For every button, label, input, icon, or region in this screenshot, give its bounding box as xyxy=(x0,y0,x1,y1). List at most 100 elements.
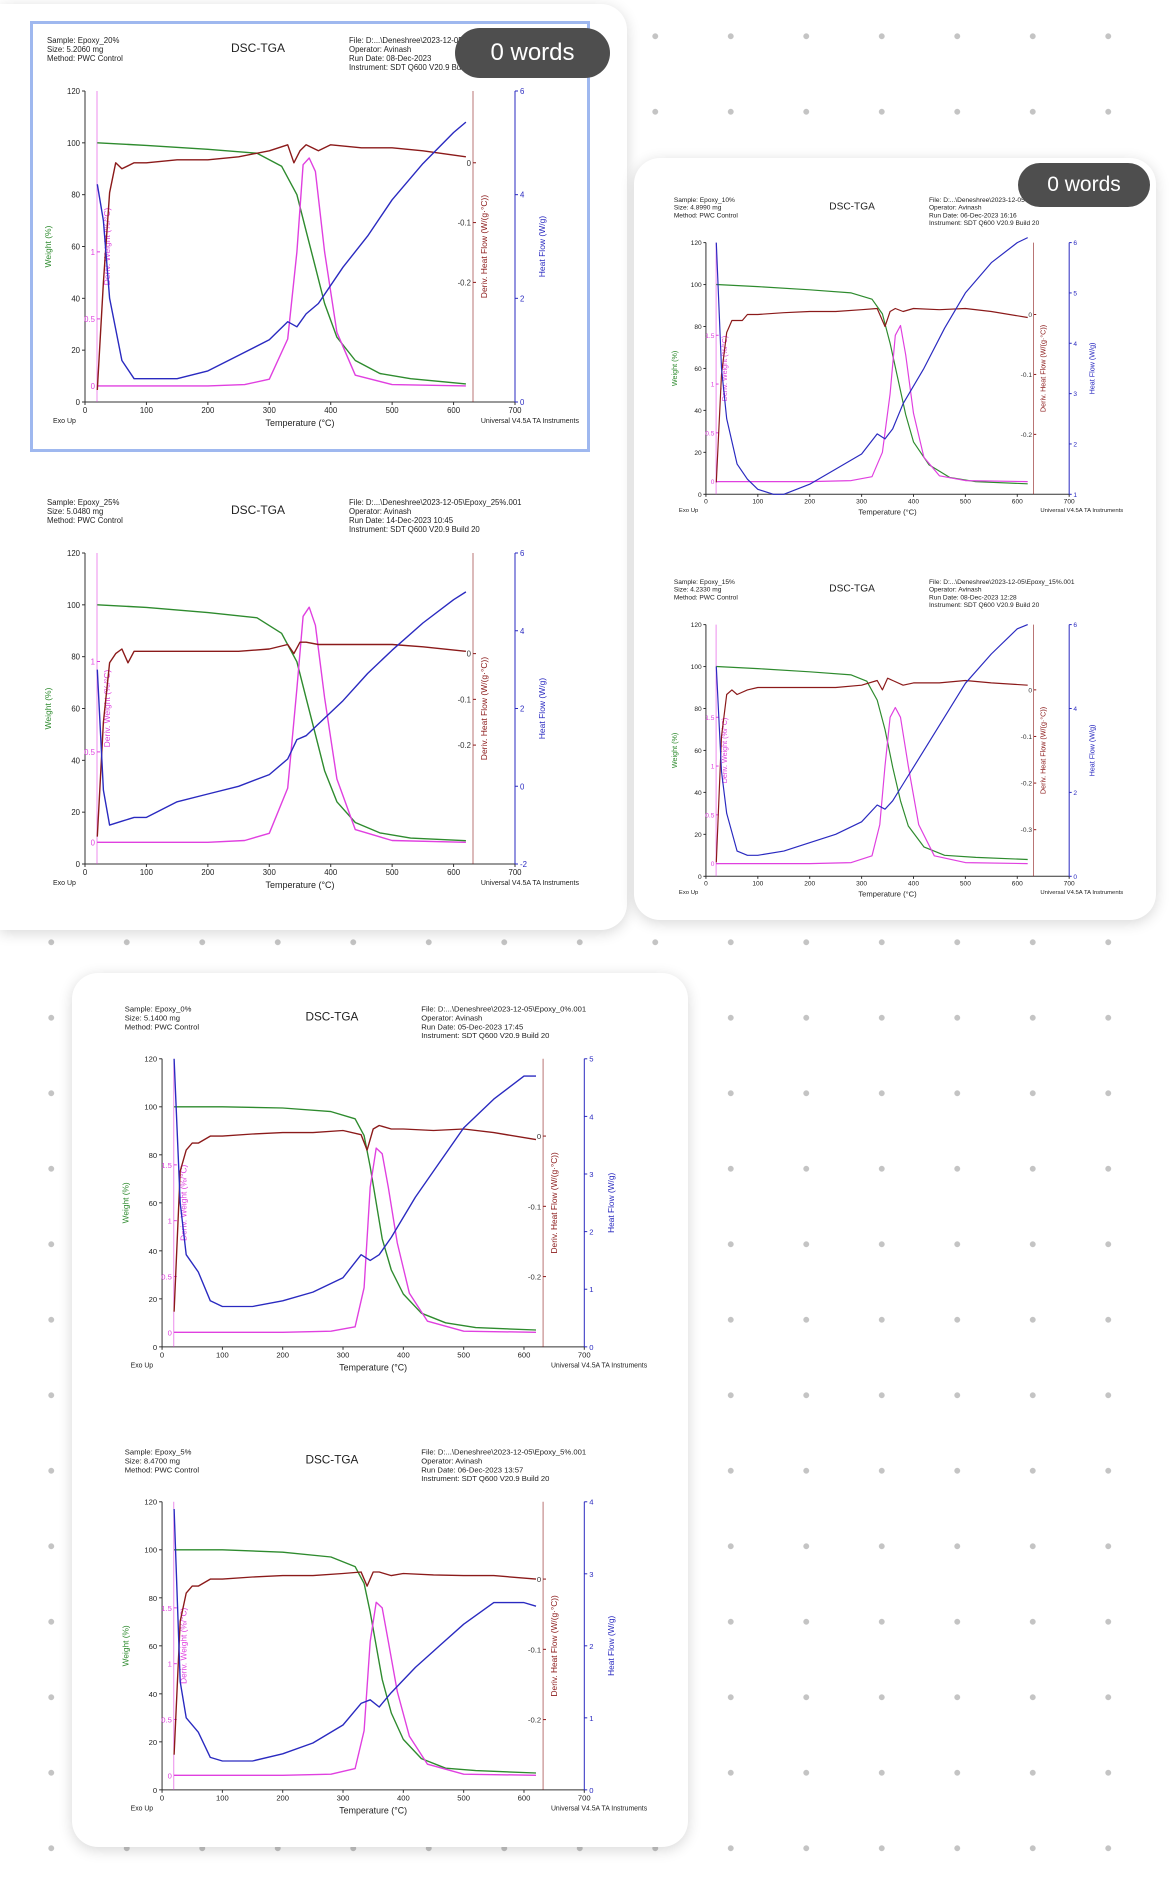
heat-tick-label: 4 xyxy=(520,627,525,636)
tga-chart-epoxy-10[interactable]: Sample: Epoxy_10% Size: 4.8990 mg Method: … xyxy=(662,186,1130,534)
exo-up-label: Exo Up xyxy=(679,890,699,896)
heat-tick-label: 3 xyxy=(589,1170,593,1179)
heat-tick-label: 6 xyxy=(1073,622,1077,629)
series-deriv-weight xyxy=(716,706,1028,865)
weight-tick-label: 20 xyxy=(71,808,80,817)
x-tick-label: 200 xyxy=(276,1351,289,1360)
x-axis-label: Temperature (°C) xyxy=(265,418,334,428)
deriv-weight-tick-label: 0 xyxy=(91,838,96,847)
weight-tick-label: 0 xyxy=(153,1786,157,1795)
x-tick-label: 200 xyxy=(804,881,815,888)
x-tick-label: 600 xyxy=(1012,499,1023,506)
word-count-badge[interactable]: 0 words xyxy=(1018,163,1150,207)
deriv-weight-axis-label: Deriv. Weight (%/°C) xyxy=(102,669,112,747)
x-tick-label: 500 xyxy=(386,406,400,415)
heat-tick-label: 0 xyxy=(589,1786,593,1795)
word-count-badge[interactable]: 0 words xyxy=(455,28,610,78)
heat-tick-label: 6 xyxy=(1073,240,1077,247)
weight-tick-label: 40 xyxy=(694,408,702,415)
heat-axis-label: Heat Flow (W/g) xyxy=(537,678,547,740)
deriv-weight-tick-label: 1.5 xyxy=(161,1161,172,1170)
chart-svg: Sample: Epoxy_10%Size: 4.8990 mgMethod: … xyxy=(671,197,1123,517)
run-date: Run Date: 06-Dec-2023 16:16 xyxy=(929,212,1017,219)
deriv-weight-tick-label: 0.5 xyxy=(161,1715,172,1724)
x-tick-label: 200 xyxy=(201,406,215,415)
weight-tick-label: 60 xyxy=(71,243,80,252)
weight-tick-label: 80 xyxy=(694,324,702,331)
weight-axis-label: Weight (%) xyxy=(43,225,53,267)
deriv-weight-tick-label: 1 xyxy=(168,1217,172,1226)
deriv-weight-tick-label: 1 xyxy=(91,248,95,257)
x-tick-label: 500 xyxy=(457,1794,470,1803)
heat-tick-label: -2 xyxy=(520,860,527,869)
x-tick-label: 0 xyxy=(83,868,88,877)
x-tick-label: 500 xyxy=(960,881,971,888)
instrument-footer: Universal V4.5A TA Instruments xyxy=(1040,890,1123,896)
x-tick-label: 500 xyxy=(960,499,971,506)
operator: Operator: Avinash xyxy=(349,45,411,54)
method-label: Method: PWC Control xyxy=(47,516,123,525)
sample-size: Size: 4.2330 mg xyxy=(674,587,722,594)
deriv-weight-tick-label: 0 xyxy=(168,1328,172,1337)
tga-chart-epoxy-5[interactable]: Sample: Epoxy_5% Size: 8.4700 mg Method: P… xyxy=(111,1436,655,1836)
operator: Operator: Avinash xyxy=(929,205,982,212)
deriv-weight-tick-label: 0 xyxy=(711,861,715,868)
chart-title: DSC-TGA xyxy=(305,1453,358,1466)
heat-tick-label: 0 xyxy=(1073,874,1077,881)
chart-svg: Sample: Epoxy_25%Size: 5.0480 mgMethod: … xyxy=(43,498,579,890)
method-label: Method: PWC Control xyxy=(125,1022,200,1031)
x-tick-label: 100 xyxy=(752,881,763,888)
sample-size: Size: 8.4700 mg xyxy=(125,1456,180,1465)
instrument-footer: Universal V4.5A TA Instruments xyxy=(1040,508,1123,514)
weight-tick-label: 20 xyxy=(149,1738,158,1747)
weight-tick-label: 60 xyxy=(694,748,702,755)
instrument-footer: Universal V4.5A TA Instruments xyxy=(551,1805,648,1812)
tga-chart-epoxy-25[interactable]: Sample: Epoxy_25% Size: 5.0480 mg Method: … xyxy=(33,486,587,911)
deriv-heat-tick-label: 0 xyxy=(1028,312,1032,319)
sample-size: Size: 5.0480 mg xyxy=(47,507,103,516)
deriv-heat-tick-label: -0.1 xyxy=(458,695,471,704)
series-deriv-weight xyxy=(716,324,1028,483)
x-tick-label: 200 xyxy=(201,868,215,877)
x-tick-label: 600 xyxy=(518,1794,531,1803)
tga-chart-epoxy-0[interactable]: Sample: Epoxy_0% Size: 5.1400 mg Method: P… xyxy=(111,993,655,1393)
deriv-heat-tick-label: 0 xyxy=(467,159,472,168)
sample-name: Sample: Epoxy_0% xyxy=(125,1005,192,1014)
x-tick-label: 500 xyxy=(457,1351,470,1360)
deriv-heat-axis-label: Deriv. Heat Flow (W/(g·°C)) xyxy=(479,657,489,761)
series-weight xyxy=(97,604,466,842)
heat-tick-label: 1 xyxy=(589,1714,593,1723)
deriv-weight-axis-label: Deriv. Weight (%/°C) xyxy=(102,207,112,285)
x-tick-label: 700 xyxy=(1064,499,1075,506)
operator: Operator: Avinash xyxy=(421,1456,482,1465)
heat-tick-label: 2 xyxy=(589,1228,593,1237)
x-tick-label: 300 xyxy=(856,881,867,888)
series-weight xyxy=(97,142,466,385)
weight-tick-label: 40 xyxy=(694,790,702,797)
file-path: File: D:...\Deneshree\2023-12-05\Epoxy_2… xyxy=(349,36,522,45)
deriv-weight-axis-label: Deriv. Weight (%/°C) xyxy=(179,1608,189,1684)
weight-tick-label: 0 xyxy=(698,874,702,881)
weight-tick-label: 100 xyxy=(144,1103,157,1112)
x-tick-label: 100 xyxy=(140,406,154,415)
weight-tick-label: 60 xyxy=(149,1199,158,1208)
heat-tick-label: 0 xyxy=(520,398,525,407)
deriv-heat-axis-label: Deriv. Heat Flow (W/(g·°C)) xyxy=(479,195,489,299)
instrument: Instrument: SDT Q600 V20.9 Build 20 xyxy=(349,525,480,534)
tga-chart-epoxy-20[interactable]: Sample: Epoxy_20% Size: 5.2060 mg Method: … xyxy=(30,21,590,452)
deriv-weight-axis-label: Deriv. Weight (%/°C) xyxy=(721,336,729,402)
chart-svg: Sample: Epoxy_15%Size: 4.2330 mgMethod: … xyxy=(671,579,1123,899)
instrument: Instrument: SDT Q600 V20.9 Build 20 xyxy=(421,1031,549,1040)
weight-tick-label: 120 xyxy=(691,240,702,247)
series-deriv-weight xyxy=(174,1147,537,1333)
heat-tick-label: 0 xyxy=(520,782,525,791)
instrument: Instrument: SDT Q600 V20.9 Build 20 xyxy=(929,602,1040,609)
deriv-weight-tick-label: 0.5 xyxy=(705,430,714,437)
x-tick-label: 100 xyxy=(216,1794,229,1803)
instrument-footer: Universal V4.5A TA Instruments xyxy=(481,418,580,425)
weight-tick-label: 40 xyxy=(149,1247,158,1256)
deriv-heat-tick-label: -0.1 xyxy=(528,1645,541,1654)
chart-title: DSC-TGA xyxy=(231,41,285,55)
x-tick-label: 700 xyxy=(1064,881,1075,888)
tga-chart-epoxy-15[interactable]: Sample: Epoxy_15% Size: 4.2330 mg Method: … xyxy=(662,568,1130,916)
